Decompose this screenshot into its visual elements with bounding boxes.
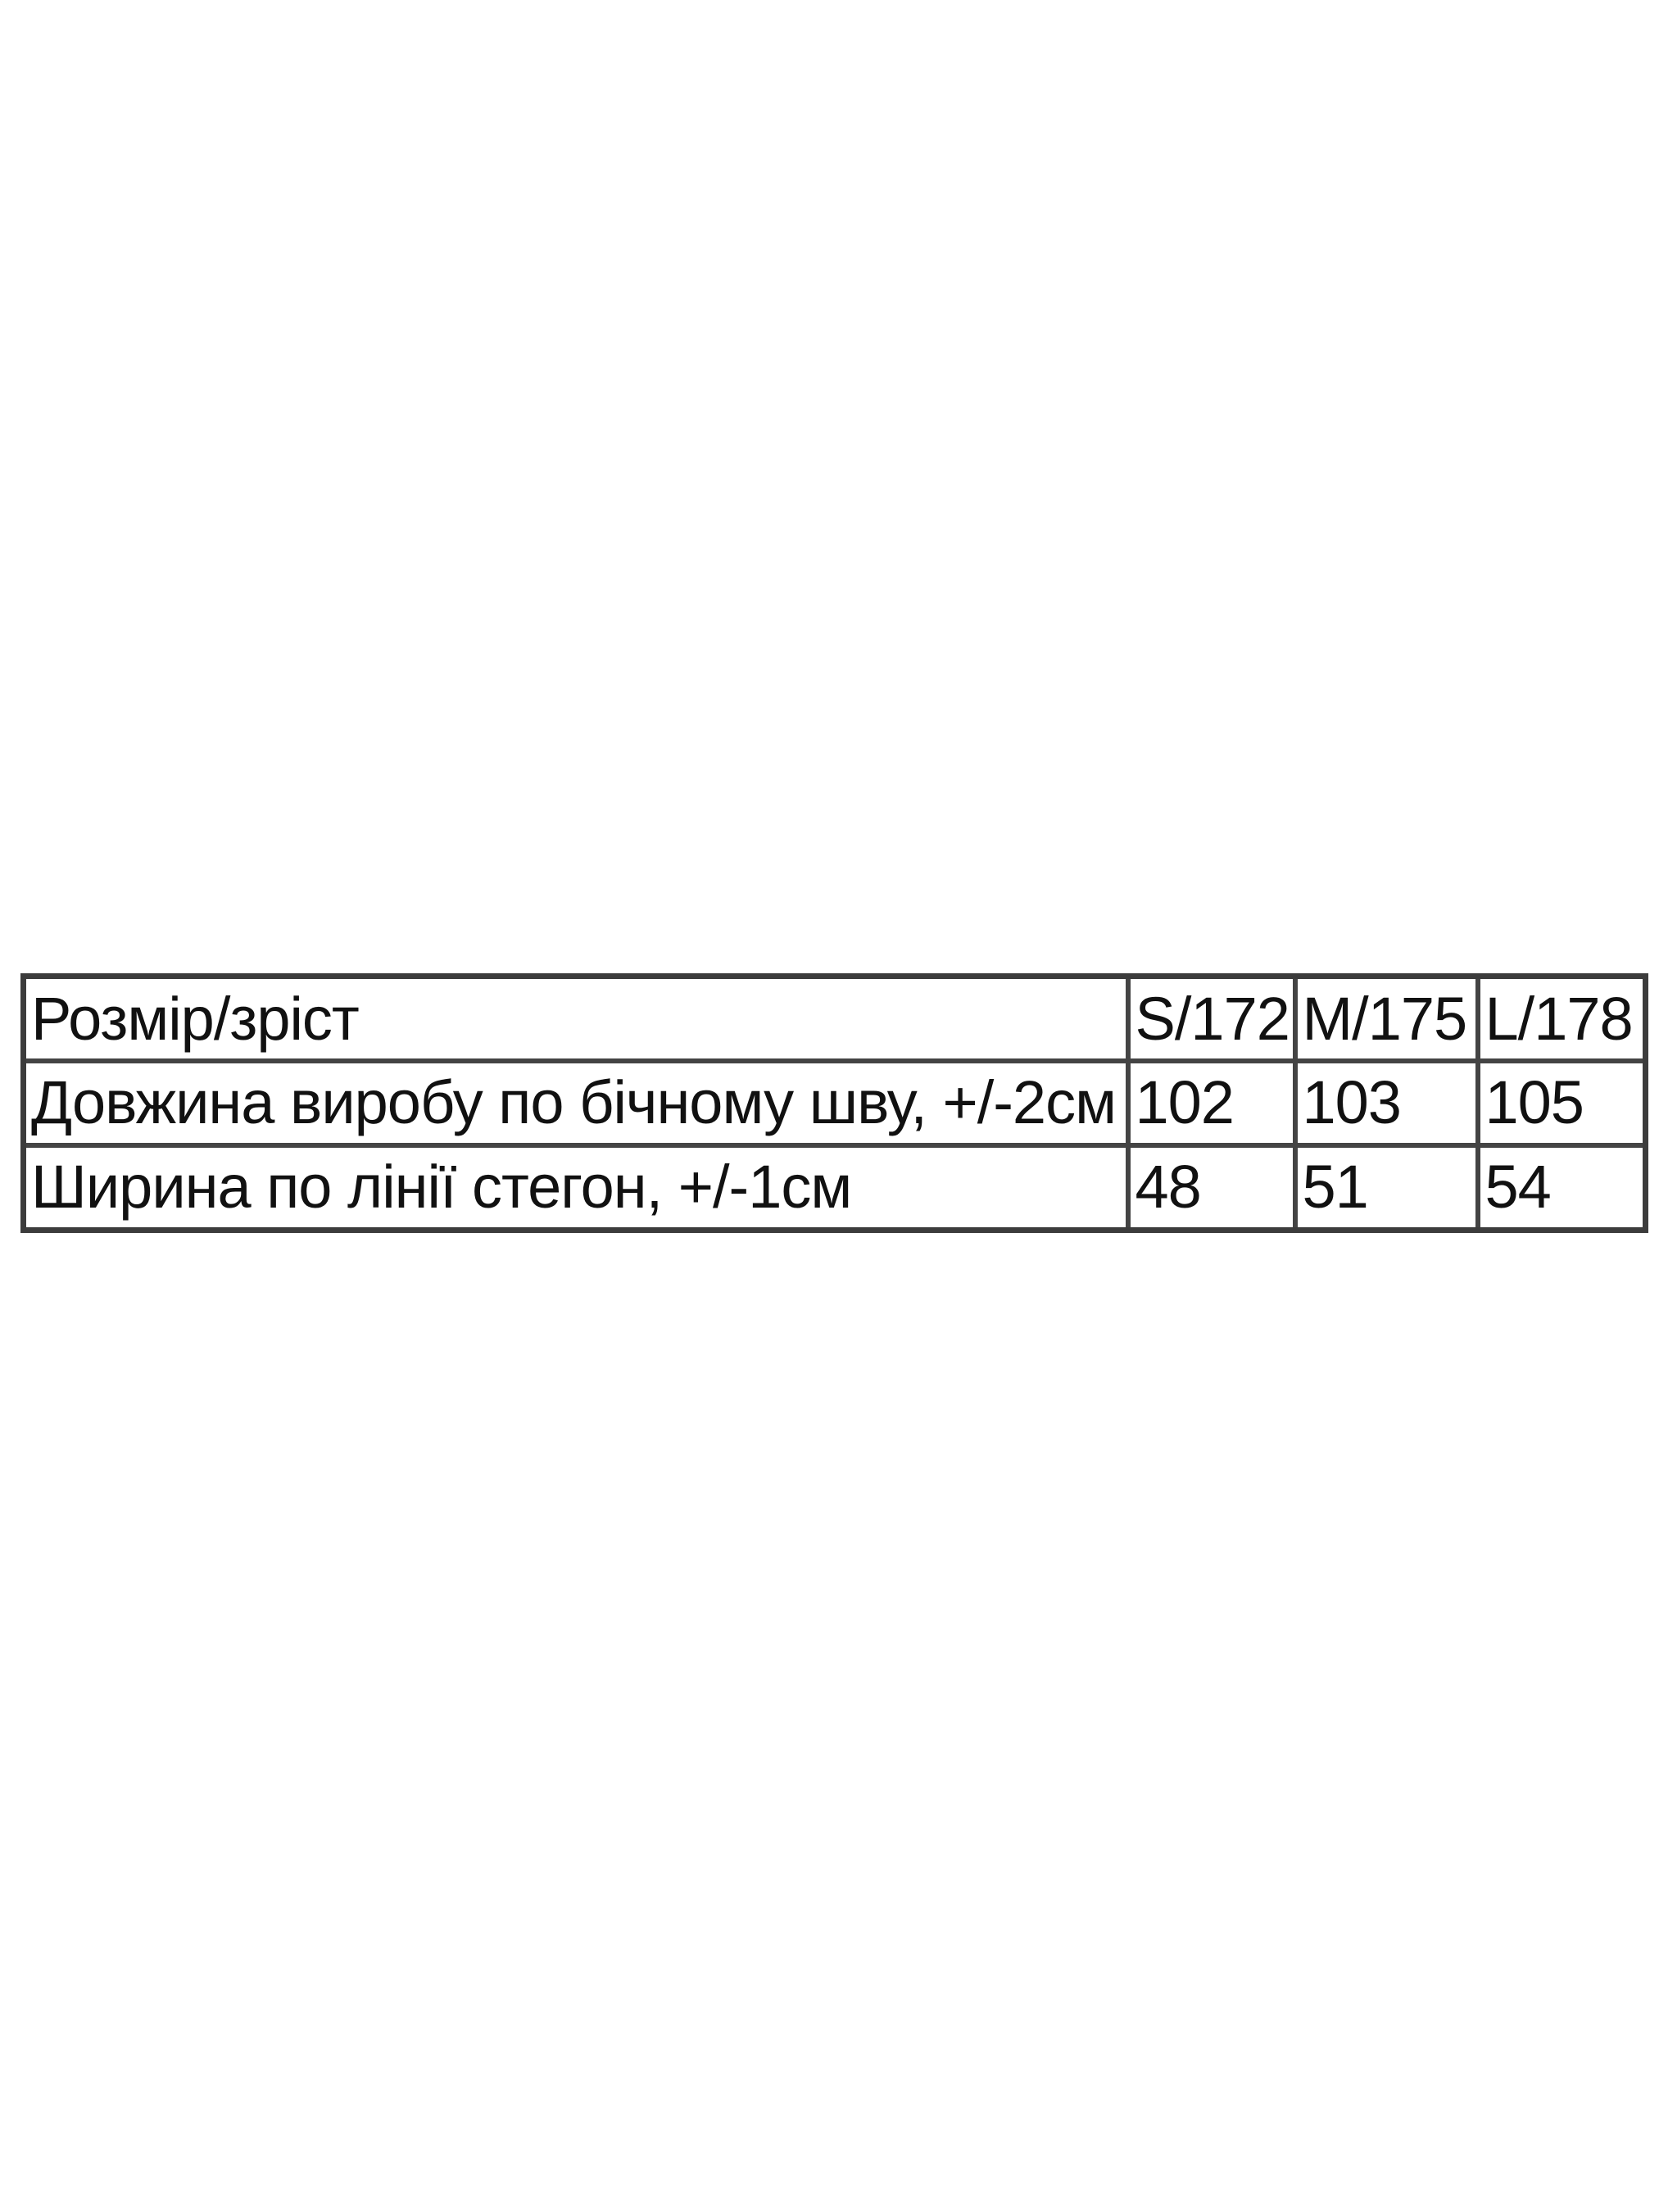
table-header-row: Розмір/зріст S/172 M/175 L/178 bbox=[20, 973, 1648, 1064]
row-label: Довжина виробу по бічному шву, +/-2см bbox=[20, 1058, 1131, 1148]
header-cell: L/178 bbox=[1475, 973, 1648, 1064]
table-row: Ширина по лінії стегон, +/-1см 48 51 54 bbox=[20, 1142, 1648, 1233]
header-cell: Розмір/зріст bbox=[20, 973, 1131, 1064]
size-table: Розмір/зріст S/172 M/175 L/178 Довжина в… bbox=[20, 973, 1648, 1233]
table-cell: 51 bbox=[1292, 1142, 1480, 1233]
header-cell: M/175 bbox=[1292, 973, 1480, 1064]
table-cell: 48 bbox=[1125, 1142, 1298, 1233]
table-row: Довжина виробу по бічному шву, +/-2см 10… bbox=[20, 1058, 1648, 1148]
table-cell: 102 bbox=[1125, 1058, 1298, 1148]
table-cell: 54 bbox=[1475, 1142, 1648, 1233]
row-label: Ширина по лінії стегон, +/-1см bbox=[20, 1142, 1131, 1233]
table-cell: 105 bbox=[1475, 1058, 1648, 1148]
header-cell: S/172 bbox=[1125, 973, 1298, 1064]
table-cell: 103 bbox=[1292, 1058, 1480, 1148]
